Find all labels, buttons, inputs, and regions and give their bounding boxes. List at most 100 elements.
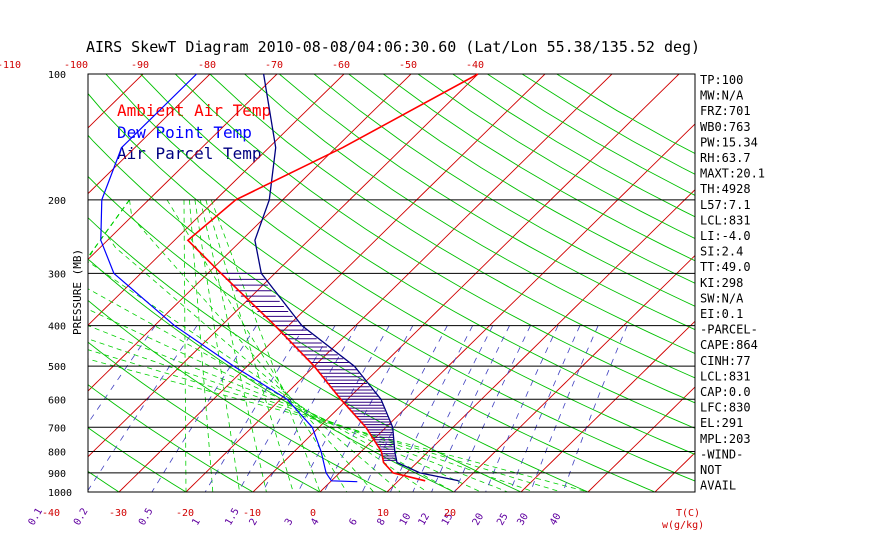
mixing-ratio-tick: 12 bbox=[417, 512, 433, 528]
pressure-tick: 100 bbox=[48, 70, 66, 81]
pressure-tick: 600 bbox=[48, 395, 66, 406]
dry-adiabat-line bbox=[88, 258, 455, 492]
moist-adiabat-line bbox=[88, 199, 455, 492]
pressure-tick: 700 bbox=[48, 423, 66, 434]
top-temp-tick: -70 bbox=[265, 60, 283, 71]
stat-entry: PW:15.34 bbox=[700, 135, 758, 149]
isotherm-line bbox=[88, 74, 278, 261]
dry-adiabat-line bbox=[140, 74, 695, 429]
dry-adiabat-line bbox=[88, 217, 522, 492]
top-temp-tick: -50 bbox=[399, 60, 417, 71]
mixing-ratio-tick: 1.5 bbox=[223, 506, 242, 527]
stat-entry: LFC:830 bbox=[700, 401, 751, 415]
stat-entry: L57:7.1 bbox=[700, 198, 751, 212]
mixing-ratio-tick: 0.2 bbox=[72, 506, 91, 527]
isotherm-line bbox=[88, 74, 479, 458]
stat-entry: NOT bbox=[700, 463, 722, 477]
legend-ambient: Ambient Air Temp bbox=[117, 101, 271, 120]
stat-entry: -WIND- bbox=[700, 447, 743, 461]
isotherm-line bbox=[0, 74, 9, 492]
mixing-ratio-tick: 15 bbox=[440, 512, 456, 528]
y-axis-label: PRESSURE (MB) bbox=[71, 249, 84, 335]
stat-entry: WB0:763 bbox=[700, 120, 751, 134]
dry-adiabat-line bbox=[417, 74, 695, 240]
stat-entry: RH:63.7 bbox=[700, 151, 751, 165]
top-temp-tick: -110 bbox=[0, 60, 21, 71]
pressure-tick: 900 bbox=[48, 469, 66, 480]
moist-adiabat-line bbox=[189, 199, 214, 492]
isotherm-line bbox=[88, 74, 345, 326]
stat-entry: MAXT:20.1 bbox=[700, 167, 765, 181]
dry-adiabat-line bbox=[244, 74, 695, 355]
stat-entry: EI:0.1 bbox=[700, 307, 743, 321]
pressure-tick: 1000 bbox=[48, 488, 72, 499]
dry-adiabat-line bbox=[88, 92, 695, 482]
dry-adiabat-line bbox=[521, 74, 695, 175]
isotherm-line bbox=[88, 74, 412, 392]
dry-adiabat-line bbox=[0, 74, 52, 492]
mixing-ratio-tick: 1 bbox=[190, 517, 203, 528]
dry-adiabat-line bbox=[174, 74, 695, 404]
mixing-ratio-unit: w(g/kg) bbox=[662, 520, 704, 531]
stat-entry: -PARCEL- bbox=[700, 323, 758, 337]
pressure-tick: 500 bbox=[48, 362, 66, 373]
mixing-ratio-tick: 30 bbox=[515, 512, 531, 528]
dry-adiabat-line bbox=[88, 427, 187, 492]
isotherm-line bbox=[520, 320, 695, 492]
isotherm-line bbox=[118, 74, 546, 492]
legend-parcel: Air Parcel Temp bbox=[117, 144, 262, 163]
dry-adiabat-line bbox=[383, 74, 695, 262]
pressure-tick: 300 bbox=[48, 269, 66, 280]
stat-entry: FRZ:701 bbox=[700, 104, 751, 118]
stat-entry: TH:4928 bbox=[700, 182, 751, 196]
mixing-ratio-line bbox=[530, 325, 599, 492]
legend: Ambient Air Temp Dew Point Temp Air Parc… bbox=[117, 101, 271, 163]
mixing-ratio-tick: 40 bbox=[548, 512, 564, 528]
moist-adiabat-line bbox=[210, 199, 321, 492]
mixing-ratio-line bbox=[412, 325, 494, 492]
stat-entry: MW:N/A bbox=[700, 89, 744, 103]
moist-adiabat-line bbox=[183, 199, 187, 492]
stat-entry: LI:-4.0 bbox=[700, 229, 751, 243]
moist-adiabat-line bbox=[88, 199, 535, 492]
mixing-ratio-tick: 3 bbox=[283, 517, 296, 528]
moist-adiabat-line bbox=[129, 199, 374, 492]
mixing-ratio-tick: 10 bbox=[398, 512, 414, 528]
top-temp-tick: -40 bbox=[466, 60, 484, 71]
ambient-temp-series bbox=[186, 73, 479, 482]
pressure-tick: 800 bbox=[48, 447, 66, 458]
bottom-temp-tick: -20 bbox=[176, 508, 194, 519]
mixing-ratio-line bbox=[204, 325, 306, 492]
mixing-ratio-line bbox=[509, 325, 581, 492]
dry-adiabat-line bbox=[279, 74, 695, 331]
mixing-ratio-line bbox=[454, 325, 531, 492]
dry-adiabat-line bbox=[487, 74, 695, 196]
mixing-ratio-tick: 8 bbox=[375, 517, 388, 528]
bottom-temp-tick: -30 bbox=[109, 508, 127, 519]
top-temp-tick: -90 bbox=[131, 60, 149, 71]
chart-title: AIRS SkewT Diagram 2010-08-08/04:06:30.6… bbox=[86, 38, 700, 56]
pressure-tick: 400 bbox=[48, 322, 66, 333]
bottom-temp-tick: 10 bbox=[377, 508, 389, 519]
stat-entry: CINH:77 bbox=[700, 354, 751, 368]
bottom-temp-tick: 20 bbox=[444, 508, 456, 519]
mixing-ratio-line bbox=[485, 325, 559, 492]
stat-entry: LCL:831 bbox=[700, 369, 751, 383]
mixing-ratio-line bbox=[562, 325, 628, 492]
stat-entry: KI:298 bbox=[700, 276, 743, 290]
isotherm-line bbox=[587, 386, 695, 492]
moist-adiabat-line bbox=[205, 199, 294, 492]
moist-adiabat-line bbox=[88, 199, 481, 492]
stat-entry: TP:100 bbox=[700, 73, 743, 87]
dry-adiabat-line bbox=[209, 74, 695, 379]
isotherm-line bbox=[185, 74, 613, 492]
isotherm-line bbox=[319, 123, 695, 492]
moist-adiabat-line bbox=[199, 199, 267, 492]
mixing-ratio-tick: 2 bbox=[248, 517, 261, 528]
stat-entry: CAPE:864 bbox=[700, 338, 758, 352]
mixing-ratio-tick: 20 bbox=[471, 512, 487, 528]
stat-entry: LCL:831 bbox=[700, 213, 751, 227]
stat-entry: EL:291 bbox=[700, 416, 743, 430]
stat-entry: SW:N/A bbox=[700, 291, 744, 305]
